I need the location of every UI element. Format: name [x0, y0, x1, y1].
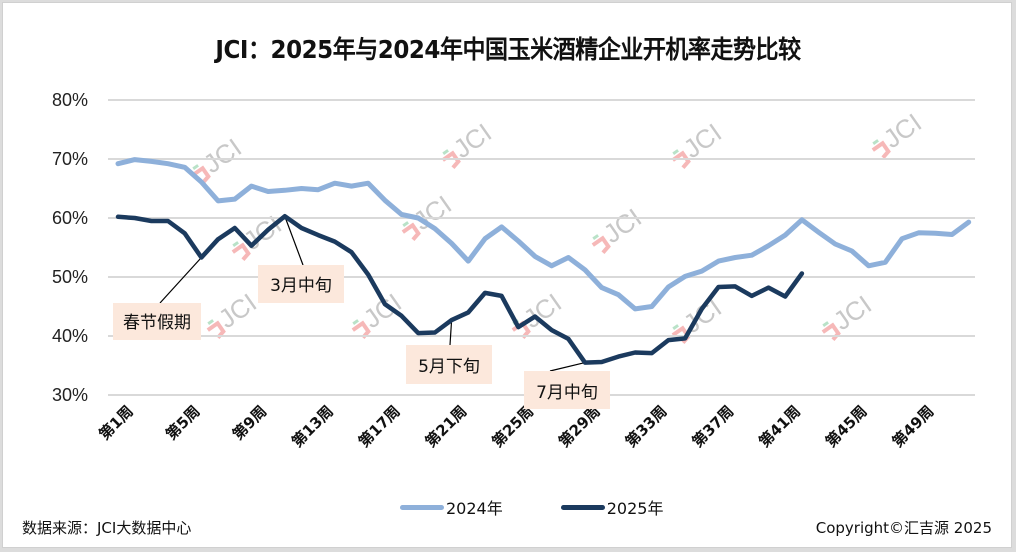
- gridlines: [108, 99, 975, 396]
- annotation-label: 5月下旬: [418, 357, 480, 377]
- y-tick-label: 30%: [52, 385, 88, 405]
- series-line-2025: [115, 213, 805, 365]
- y-axis-ticks: 30% 40% 50% 60% 70% 80%: [52, 90, 88, 405]
- x-tick-label: 第17周: [355, 402, 404, 451]
- y-tick-label: 70%: [52, 149, 88, 169]
- legend-item-2025: 2025年: [560, 495, 664, 519]
- x-tick-label: 第41周: [755, 402, 804, 451]
- annotation-box: [406, 345, 492, 384]
- annotations-layer: 春节假期 3月中旬 5月下旬 7月中旬: [113, 265, 610, 409]
- annotation-box: [524, 371, 610, 409]
- series-line-2024: [115, 157, 972, 312]
- y-tick-label: 50%: [52, 267, 88, 287]
- x-tick-label: 第33周: [622, 402, 671, 451]
- x-tick-label: 第9周: [229, 402, 270, 443]
- x-tick-label: 第13周: [288, 402, 337, 451]
- series-layer: [115, 157, 972, 365]
- chart-title: JCI：2025年与2024年中国玉米酒精企业开机率走势比较: [215, 35, 801, 64]
- y-tick-label: 80%: [52, 90, 88, 110]
- copyright: Copyright©汇吉源 2025: [815, 519, 992, 537]
- legend-label-2024: 2024年: [446, 499, 503, 518]
- watermark-jci: JCI: [441, 117, 497, 170]
- y-tick-label: 60%: [52, 208, 88, 228]
- annotation-leader: [159, 257, 202, 304]
- legend: 2024年 2025年: [400, 495, 663, 519]
- x-tick-label: 第5周: [162, 402, 203, 443]
- watermark-jci: JCI: [671, 117, 727, 170]
- x-tick-label: 第45周: [822, 402, 871, 451]
- annotation-label: 3月中旬: [270, 276, 332, 296]
- data-source: 数据来源：JCI大数据中心: [22, 519, 192, 537]
- watermark-jci: JCI: [191, 132, 247, 185]
- x-tick-label: 第49周: [889, 402, 938, 451]
- annotation-box: [258, 265, 344, 303]
- watermark-jci: JCI: [206, 287, 262, 340]
- x-tick-label: 第29周: [555, 402, 604, 451]
- annotation-label: 春节假期: [123, 313, 191, 333]
- legend-swatch-2025: [560, 504, 605, 510]
- x-tick-label: 第21周: [422, 402, 471, 451]
- x-tick-label: 第37周: [689, 402, 738, 451]
- annotation-leaders: [159, 216, 586, 372]
- annotation-box: [113, 303, 201, 340]
- x-tick-label: 第1周: [96, 402, 137, 443]
- x-axis-ticks: 第1周 第5周 第9周 第13周 第17周 第21周 第25周 第29周 第33周 第37周 第41…: [96, 402, 938, 451]
- legend-swatch-2024: [400, 504, 444, 510]
- annotation-leader: [549, 361, 586, 372]
- watermark-jci: JCI: [871, 107, 927, 160]
- watermark-jci: JCI: [591, 202, 647, 255]
- legend-label-2025: 2025年: [606, 499, 664, 518]
- annotation-leader: [449, 320, 453, 346]
- annotation-label: 7月中旬: [536, 383, 598, 403]
- legend-item-2024: 2024年: [400, 495, 503, 519]
- annotation-leader: [284, 216, 304, 266]
- y-tick-label: 40%: [52, 326, 88, 346]
- x-tick-label: 第25周: [488, 402, 537, 451]
